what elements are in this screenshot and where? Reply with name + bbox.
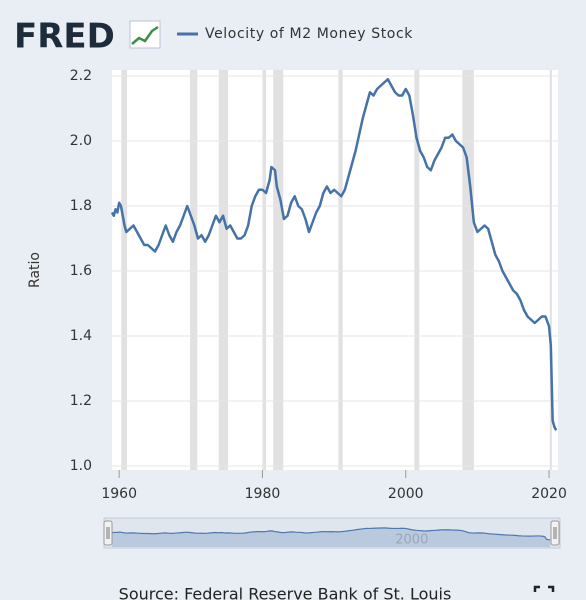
y-tick-label: 1.6 (70, 263, 92, 279)
x-tick-label: 2000 (388, 486, 424, 502)
recession-band (273, 70, 284, 470)
recession-band (262, 70, 267, 470)
navigator-tick-label: 2000 (395, 533, 428, 548)
series-line (110, 78, 558, 431)
recession-band (462, 70, 474, 470)
logo: FRED (14, 17, 115, 57)
fullscreen-button[interactable] (533, 585, 555, 592)
plot-area (112, 70, 558, 470)
y-tick-label: 1.8 (70, 198, 92, 214)
legend-label: Velocity of M2 Money Stock (205, 26, 413, 42)
x-tick-label: 2020 (531, 486, 567, 502)
recession-band (549, 70, 552, 470)
x-tick-label: 1980 (245, 486, 281, 502)
y-tick-label: 2.0 (70, 133, 92, 149)
source: Source: Federal Reserve Bank of St. Loui… (119, 585, 452, 600)
x-tick-label: 1960 (101, 486, 137, 502)
recession-band (414, 70, 420, 470)
recession-band (338, 70, 343, 470)
navigator-handle[interactable] (550, 520, 560, 546)
y-tick-label: 1.2 (70, 393, 92, 409)
navigator-handle[interactable] (103, 520, 113, 546)
recession-band (218, 70, 229, 470)
recession-band (121, 70, 128, 470)
y-tick-label: 1.0 (70, 458, 92, 474)
y-tick-label: 1.4 (70, 328, 92, 344)
logo-icon (129, 20, 161, 49)
y-axis-label: Ratio (27, 252, 43, 288)
navigator-line (111, 527, 551, 541)
y-tick-label: 2.2 (70, 68, 92, 84)
recession-band (190, 70, 198, 470)
